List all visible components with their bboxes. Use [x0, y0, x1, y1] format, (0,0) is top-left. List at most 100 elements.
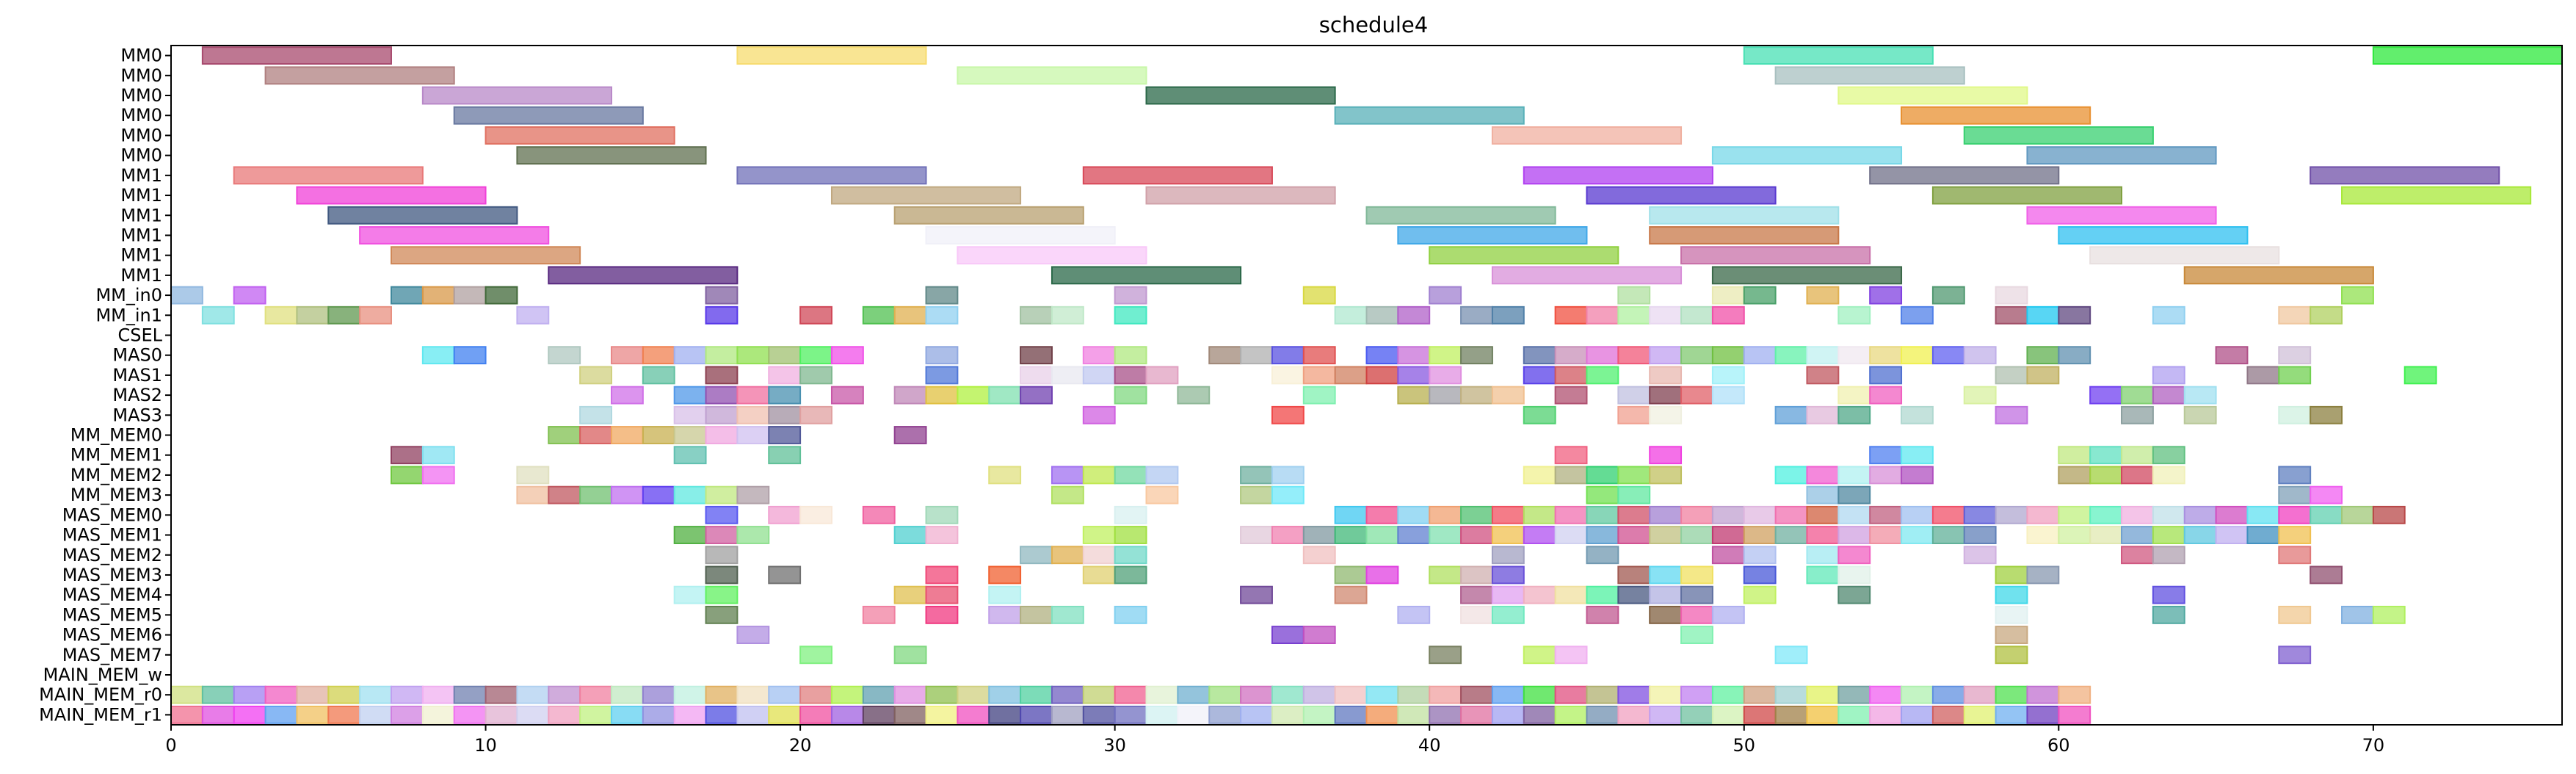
task-bar-494: [1365, 685, 1399, 704]
task-bar-143: [2215, 346, 2249, 365]
task-bar-171: [2152, 366, 2185, 385]
task-bar-43: [1429, 246, 1619, 265]
task-bar-127: [1554, 346, 1588, 365]
task-bar-100: [2152, 305, 2185, 325]
task-bar-76: [705, 305, 739, 325]
task-bar-175: [610, 386, 644, 405]
row-labels: MM0MM0MM0MM0MM0MM0MM1MM1MM1MM1MM1MM1MM_i…: [39, 46, 171, 725]
task-bar-153: [1082, 366, 1116, 385]
task-bar-267: [2089, 466, 2123, 485]
task-bar-40: [2058, 226, 2249, 245]
task-bar-444: [1271, 626, 1305, 644]
task-bar-90: [1586, 305, 1619, 325]
task-bar-507: [1774, 685, 1808, 704]
task-bar-371: [1051, 546, 1084, 565]
task-bar-354: [1806, 526, 1840, 544]
task-bar-471: [642, 685, 675, 704]
task-bar-485: [1082, 685, 1116, 704]
task-bar-343: [1460, 526, 1493, 544]
task-bar-48: [1491, 266, 1683, 285]
task-bar-399: [1743, 565, 1777, 585]
task-bar-79: [893, 305, 927, 325]
task-bar-446: [1680, 626, 1713, 644]
task-bar-215: [1649, 405, 1683, 424]
task-bar-553: [1302, 705, 1336, 724]
x-tick-label-5: 50: [1733, 735, 1755, 756]
task-bar-505: [1711, 685, 1745, 704]
task-bar-98: [2026, 305, 2060, 325]
task-bar-373: [1114, 546, 1147, 565]
task-bar-548: [1145, 705, 1179, 724]
task-bar-13: [485, 126, 675, 145]
task-bar-275: [642, 485, 675, 504]
task-bar-104: [453, 346, 487, 365]
task-bar-10: [453, 106, 644, 125]
task-bar-81: [1020, 305, 1053, 325]
task-bar-193: [1554, 386, 1588, 405]
task-bar-8: [1145, 86, 1336, 105]
y-tick-label-30: MAS_MEM7: [62, 645, 162, 665]
task-bar-115: [1020, 346, 1053, 365]
y-tick-label-26: MAS_MEM3: [62, 565, 162, 585]
task-bar-111: [768, 346, 802, 365]
y-tick-label-32: MAIN_MEM_r0: [39, 684, 162, 705]
task-bar-472: [673, 685, 707, 704]
task-bar-479: [893, 685, 927, 704]
y-tick-label-16: MAS1: [112, 365, 162, 386]
task-bar-308: [1743, 505, 1777, 524]
task-bar-456: [170, 685, 203, 704]
task-bar-525: [421, 705, 455, 724]
task-bar-408: [925, 585, 959, 604]
task-bar-484: [1051, 685, 1084, 704]
task-bar-490: [1240, 685, 1273, 704]
task-bar-558: [1460, 705, 1493, 724]
task-bar-317: [2026, 505, 2060, 524]
y-tick-label-22: MM_MEM3: [70, 485, 162, 505]
task-bar-393: [1429, 565, 1462, 585]
task-bar-264: [1869, 466, 1903, 485]
task-bar-58: [925, 286, 959, 305]
task-bar-125: [1460, 346, 1493, 365]
task-bar-187: [1177, 386, 1211, 405]
x-tick-label-7: 70: [2362, 735, 2385, 756]
task-bar-423: [2152, 585, 2185, 604]
task-bar-237: [768, 446, 802, 465]
task-bar-241: [1901, 446, 1934, 465]
task-bar-565: [1680, 705, 1713, 724]
task-bar-56: [485, 286, 518, 305]
task-bar-249: [988, 466, 1022, 485]
task-bar-385: [705, 565, 739, 585]
task-bar-353: [1774, 526, 1808, 544]
task-bar-313: [1901, 505, 1934, 524]
task-bar-92: [1649, 305, 1683, 325]
task-bar-23: [1869, 166, 2060, 185]
task-bar-316: [1995, 505, 2028, 524]
task-bar-522: [327, 705, 361, 724]
task-bar-178: [736, 386, 770, 405]
task-bar-203: [2152, 386, 2185, 405]
task-bar-63: [1711, 286, 1745, 305]
task-bar-500: [1554, 685, 1588, 704]
task-bar-355: [1837, 526, 1871, 544]
task-bar-123: [1397, 346, 1431, 365]
task-bar-301: [1523, 505, 1556, 524]
chart-title: schedule4: [1319, 12, 1428, 37]
task-bar-458: [233, 685, 266, 704]
task-bar-502: [1617, 685, 1651, 704]
task-bar-226: [579, 426, 612, 444]
task-bar-334: [1082, 526, 1116, 544]
task-bar-3: [2372, 46, 2563, 65]
task-bar-109: [705, 346, 739, 365]
y-tick-label-28: MAS_MEM5: [62, 604, 162, 625]
task-bar-531: [610, 705, 644, 724]
task-bar-309: [1774, 505, 1808, 524]
task-bar-340: [1365, 526, 1399, 544]
task-bar-315: [1963, 505, 1997, 524]
y-tick-label-14: CSEL: [117, 325, 162, 345]
y-tick-label-20: MM_MEM1: [70, 445, 162, 466]
task-bar-535: [736, 705, 770, 724]
task-bar-224: [2310, 405, 2343, 424]
task-bar-61: [1429, 286, 1462, 305]
y-tick-label-3: MM0: [120, 105, 162, 126]
task-bar-1: [736, 46, 927, 65]
